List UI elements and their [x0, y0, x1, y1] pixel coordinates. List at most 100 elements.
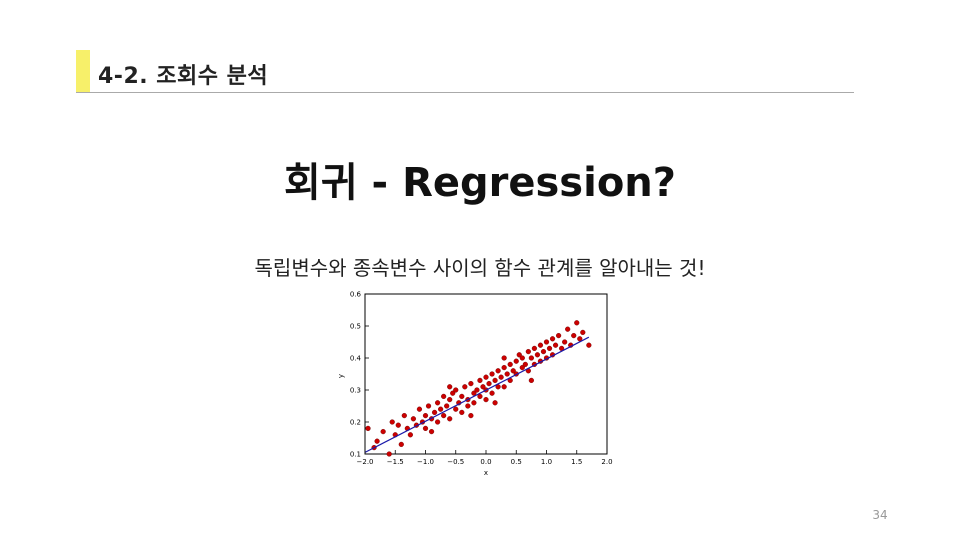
data-point-35: [462, 384, 468, 390]
data-point-93: [468, 413, 474, 419]
y-tick-label-4: 0.5: [350, 323, 361, 331]
data-point-90: [580, 329, 586, 336]
data-point-85: [565, 326, 571, 332]
data-point-95: [528, 377, 534, 384]
data-point-75: [540, 348, 547, 355]
data-point-28: [447, 416, 453, 422]
data-point-44: [480, 384, 486, 390]
data-point-4: [389, 419, 395, 425]
data-point-25: [441, 393, 447, 400]
data-point-64: [519, 364, 525, 371]
data-point-87: [571, 332, 577, 339]
data-point-24: [441, 413, 447, 419]
data-point-48: [486, 380, 492, 387]
plot-area: [364, 293, 608, 455]
data-point-54: [498, 374, 504, 380]
data-point-30: [453, 406, 459, 412]
data-point-39: [471, 390, 477, 396]
section-accent-bar: [76, 50, 90, 92]
data-point-13: [416, 406, 423, 412]
data-point-96: [447, 384, 453, 390]
regression-line: [364, 336, 590, 453]
data-point-40: [471, 400, 477, 406]
data-point-17: [425, 403, 432, 409]
data-point-70: [531, 345, 538, 352]
x-axis-label: x: [484, 469, 488, 477]
data-point-63: [516, 352, 522, 358]
x-tick-label-0: −2.0: [357, 458, 374, 466]
data-point-67: [525, 348, 531, 355]
data-points: [365, 320, 592, 457]
data-point-10: [407, 432, 413, 438]
data-point-82: [556, 332, 562, 339]
y-axis-label: y: [337, 374, 345, 378]
data-point-26: [444, 403, 450, 409]
data-point-49: [489, 371, 495, 377]
data-point-0: [365, 425, 371, 432]
data-point-3: [386, 451, 392, 457]
x-tick-label-8: 2.0: [601, 458, 612, 466]
data-point-47: [483, 396, 489, 403]
data-point-19: [428, 429, 435, 435]
data-point-2: [380, 429, 386, 435]
data-point-27: [447, 396, 453, 403]
data-point-15: [422, 413, 429, 419]
data-point-22: [434, 419, 441, 425]
trend-line-layer: [364, 336, 590, 453]
slide-title: 회귀 - Regression?: [284, 160, 676, 206]
data-point-21: [434, 400, 441, 406]
y-axis-ticks: 0.1 0.2 0.3 0.4 0.5 0.6: [350, 291, 369, 459]
data-point-55: [501, 364, 507, 371]
x-tick-label-4: 0.0: [480, 458, 491, 466]
data-point-84: [562, 339, 568, 345]
data-point-79: [549, 336, 556, 342]
data-point-8: [401, 413, 407, 419]
data-point-69: [528, 355, 534, 361]
data-point-88: [574, 320, 580, 326]
data-point-29: [450, 390, 456, 396]
data-point-53: [495, 368, 501, 374]
y-tick-label-3: 0.4: [350, 355, 362, 363]
data-point-6: [395, 422, 401, 428]
data-point-43: [477, 393, 483, 400]
x-tick-label-5: 0.5: [511, 458, 522, 466]
y-tick-label-5: 0.6: [350, 291, 362, 299]
data-point-34: [459, 409, 465, 415]
slide-subtitle: 독립변수와 종속변수 사이의 함수 관계를 알아내는 것!: [254, 256, 706, 280]
header-divider: [76, 92, 854, 93]
data-point-78: [546, 345, 553, 352]
data-point-23: [438, 406, 444, 412]
data-point-61: [513, 358, 519, 364]
y-tick-label-2: 0.3: [350, 387, 361, 395]
data-point-81: [552, 342, 559, 348]
data-point-58: [507, 361, 513, 368]
data-point-97: [492, 400, 498, 406]
data-point-1: [374, 438, 380, 444]
data-point-94: [501, 355, 507, 361]
section-title: 4-2. 조회수 분석: [98, 64, 269, 89]
data-point-72: [534, 352, 541, 358]
x-tick-label-7: 1.5: [571, 458, 582, 466]
data-point-46: [483, 374, 489, 380]
regression-scatter-chart: −2.0 −1.5 −1.0 −0.5 0.0 0.5 1.0 1.5 2.0 0.10.20.…: [337, 291, 613, 478]
data-point-76: [543, 339, 550, 345]
y-tick-label-0: 0.1: [350, 451, 361, 459]
y-tick-label-1: 0.2: [350, 419, 361, 427]
data-point-33: [459, 393, 465, 400]
data-point-66: [522, 361, 528, 368]
x-tick-label-1: −1.5: [387, 458, 404, 466]
x-tick-label-2: −1.0: [417, 458, 434, 466]
data-point-31: [453, 387, 459, 393]
x-axis-ticks: −2.0 −1.5 −1.0 −0.5 0.0 0.5 1.0 1.5 2.0: [357, 450, 613, 466]
data-point-7: [398, 441, 404, 448]
data-point-11: [410, 416, 417, 422]
data-point-56: [501, 384, 507, 390]
data-point-91: [586, 342, 592, 348]
data-point-38: [468, 380, 474, 387]
page-number: 34: [872, 508, 888, 522]
data-point-42: [477, 377, 483, 384]
data-point-51: [492, 377, 498, 384]
x-tick-label-3: −0.5: [447, 458, 464, 466]
data-point-73: [537, 342, 544, 348]
data-point-65: [519, 355, 525, 361]
